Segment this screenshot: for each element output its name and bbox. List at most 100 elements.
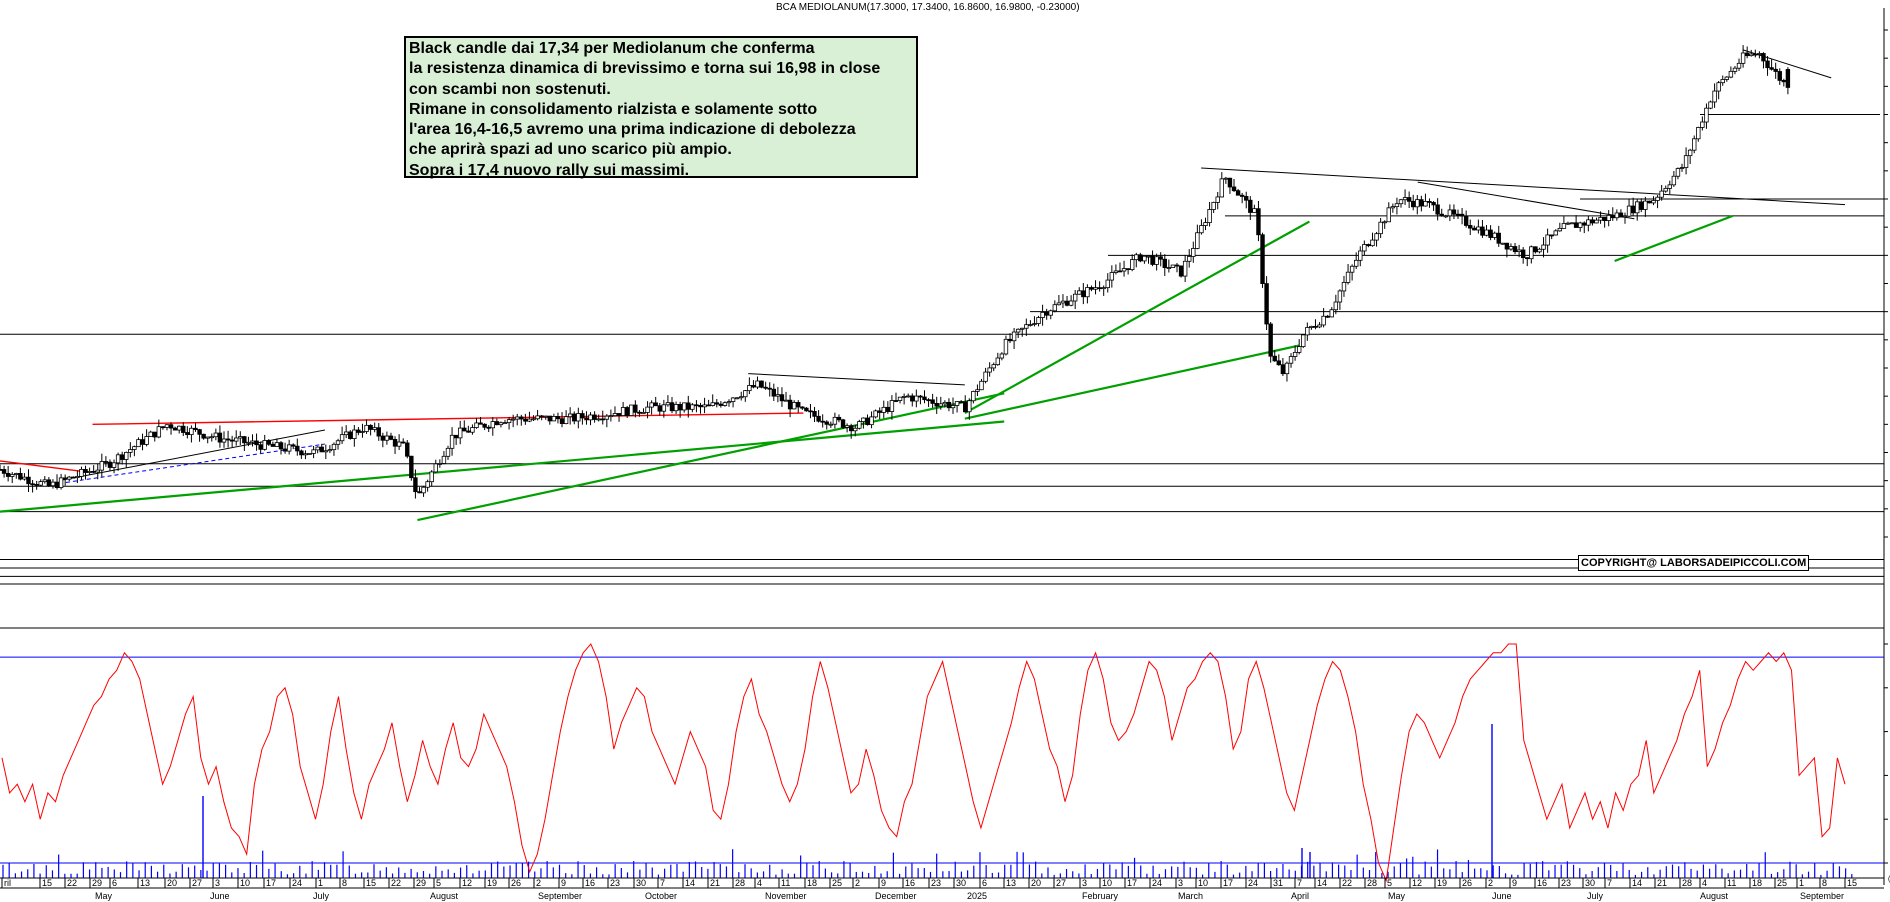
candle-down	[840, 419, 846, 428]
candle-down	[767, 387, 772, 390]
x-day-label: 5	[436, 878, 441, 888]
candle-down	[1525, 257, 1530, 260]
candle-up	[1394, 203, 1400, 208]
candle-down	[877, 410, 882, 413]
x-day-label: 2	[536, 878, 541, 888]
x-day-label: 16	[1537, 878, 1547, 888]
x-month-label: May	[95, 891, 113, 901]
candle-up	[1720, 79, 1725, 84]
candle-up	[1121, 268, 1127, 272]
candle-up	[1651, 200, 1656, 204]
x-month-label: February	[1082, 891, 1119, 901]
candle-down	[1439, 213, 1444, 217]
candle-up	[1724, 76, 1730, 80]
candle-down	[816, 415, 821, 422]
candle-down	[1504, 242, 1510, 250]
candle-down	[848, 425, 854, 432]
x-day-label: 7	[1297, 878, 1302, 888]
x-day-label: 19	[487, 878, 497, 888]
candle-down	[282, 448, 288, 452]
candle-up	[1667, 184, 1672, 189]
candle-up	[1142, 255, 1147, 262]
candle-down	[824, 421, 829, 425]
candle-down	[1239, 194, 1245, 197]
candle-down	[1280, 364, 1286, 375]
candle-up	[1203, 222, 1208, 226]
candle-down	[1781, 80, 1787, 83]
candle-up	[954, 401, 960, 406]
candle-down	[1411, 200, 1416, 208]
candle-up	[1716, 82, 1721, 92]
candle-down	[1268, 323, 1273, 357]
candle-up	[156, 426, 162, 438]
x-day-label: 13	[140, 878, 150, 888]
candle-down	[1435, 204, 1440, 215]
oscillator-line	[1, 643, 1846, 883]
candle-down	[1549, 234, 1554, 237]
candle-down	[193, 427, 198, 430]
candle-down	[197, 429, 202, 435]
candle-up	[1048, 310, 1053, 316]
candle-up	[1378, 221, 1383, 235]
x-day-label: 15	[1847, 878, 1857, 888]
candle-up	[641, 412, 646, 414]
candle-down	[1366, 244, 1371, 247]
candle-down	[1785, 69, 1791, 88]
candle-up	[1199, 225, 1204, 234]
x-day-label: 19	[1437, 878, 1447, 888]
candle-up	[563, 416, 569, 425]
x-day-label: 13	[1006, 878, 1016, 888]
candle-up	[490, 421, 495, 429]
x-day-label: 23	[1561, 878, 1571, 888]
candle-down	[1520, 249, 1526, 259]
candle-up	[1370, 239, 1375, 247]
candle-down	[885, 406, 891, 412]
candle-up	[1476, 226, 1481, 231]
oscillator-path	[1, 643, 1846, 883]
candle-down	[1769, 67, 1774, 70]
x-day-label: 23	[610, 878, 620, 888]
candle-up	[1288, 356, 1294, 364]
candle-down	[592, 414, 597, 420]
x-day-label: 27	[1056, 878, 1066, 888]
note-line: la resistenza dinamica di brevissimo e t…	[409, 60, 881, 78]
candle-down	[1647, 200, 1652, 204]
candle-up	[1284, 362, 1290, 375]
candle-down	[669, 402, 675, 412]
candle-up	[853, 427, 858, 432]
candle-up	[1704, 107, 1709, 123]
candle-down	[1089, 287, 1094, 290]
chart-title: BCA MEDIOLANUM(17.3000, 17.3400, 16.8600…	[776, 2, 1080, 13]
candle-down	[893, 400, 899, 402]
candle-up	[205, 436, 210, 439]
x-day-label: 30	[1585, 878, 1595, 888]
candle-up	[1606, 214, 1611, 222]
x-day-label: 30	[636, 878, 646, 888]
candle-up	[1362, 244, 1367, 252]
volume-panel	[0, 656, 1884, 864]
x-month-label: August	[1700, 891, 1729, 901]
price-candles	[0, 45, 1791, 499]
x-day-label: 31	[1273, 878, 1283, 888]
candle-up	[1337, 290, 1343, 303]
candle-down	[694, 404, 699, 407]
candle-up	[1692, 138, 1697, 151]
candle-up	[901, 395, 907, 398]
candle-down	[26, 476, 31, 485]
candle-down	[1231, 186, 1237, 192]
candle-down	[405, 442, 410, 457]
candle-up	[42, 479, 47, 483]
candle-up	[1003, 338, 1009, 355]
candle-down	[1582, 222, 1587, 226]
candle-down	[185, 432, 190, 436]
candle-up	[649, 402, 654, 408]
candle-up	[22, 476, 27, 480]
candle-up	[144, 436, 149, 445]
candle-up	[1708, 101, 1713, 109]
candle-up	[1728, 70, 1734, 78]
note-line: Sopra i 17,4 nuovo rally sui massimi.	[409, 161, 690, 179]
candle-up	[1659, 190, 1664, 198]
candle-up	[498, 422, 504, 426]
x-month-label: September	[1800, 891, 1844, 901]
candle-up	[979, 380, 984, 391]
